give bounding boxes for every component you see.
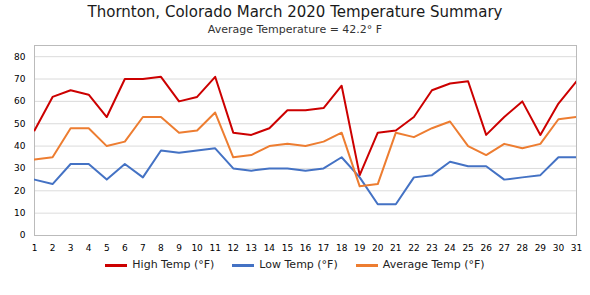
svg-text:6: 6	[122, 243, 128, 253]
svg-text:4: 4	[86, 243, 92, 253]
svg-text:70: 70	[14, 74, 26, 84]
svg-text:40: 40	[14, 141, 26, 151]
svg-text:26: 26	[480, 243, 492, 253]
svg-text:19: 19	[354, 243, 366, 253]
svg-text:28: 28	[517, 243, 529, 253]
svg-text:14: 14	[264, 243, 276, 253]
svg-text:17: 17	[318, 243, 329, 253]
svg-text:8: 8	[158, 243, 164, 253]
svg-text:15: 15	[282, 243, 293, 253]
svg-text:21: 21	[390, 243, 401, 253]
svg-text:27: 27	[499, 243, 510, 253]
svg-text:11: 11	[209, 243, 220, 253]
html-text:High Temp (°F): High Temp (°F)	[132, 258, 215, 271]
svg-text:24: 24	[444, 243, 456, 253]
svg-text:10: 10	[14, 208, 26, 218]
html-text:Low Temp (°F): Low Temp (°F)	[259, 258, 338, 271]
svg-text:60: 60	[14, 96, 26, 106]
svg-text:29: 29	[535, 243, 547, 253]
svg-text:20: 20	[372, 243, 384, 253]
svg-text:18: 18	[336, 243, 348, 253]
svg-text:5: 5	[104, 243, 110, 253]
html-text:Average Temperature = 42.2° F: Average Temperature = 42.2° F	[207, 23, 383, 36]
svg-text:80: 80	[14, 52, 26, 62]
svg-text:12: 12	[228, 243, 239, 253]
html-text:Thornton, Colorado March 2020: Thornton, Colorado March 2020 Temperatur…	[87, 3, 503, 21]
html-text:Average Temp (°F): Average Temp (°F)	[382, 258, 485, 271]
svg-text:9: 9	[176, 243, 182, 253]
svg-text:16: 16	[300, 243, 312, 253]
svg-text:25: 25	[462, 243, 473, 253]
svg-text:50: 50	[14, 119, 26, 129]
svg-text:30: 30	[14, 163, 26, 173]
svg-text:31: 31	[571, 243, 582, 253]
svg-text:13: 13	[246, 243, 257, 253]
svg-text:22: 22	[408, 243, 419, 253]
svg-text:1: 1	[32, 243, 38, 253]
svg-text:20: 20	[14, 186, 26, 196]
svg-text:23: 23	[426, 243, 437, 253]
svg-text:7: 7	[140, 243, 146, 253]
svg-text:2: 2	[50, 243, 56, 253]
svg-text:0: 0	[20, 230, 26, 240]
svg-text:30: 30	[553, 243, 565, 253]
svg-text:10: 10	[191, 243, 203, 253]
svg-text:3: 3	[68, 243, 74, 253]
